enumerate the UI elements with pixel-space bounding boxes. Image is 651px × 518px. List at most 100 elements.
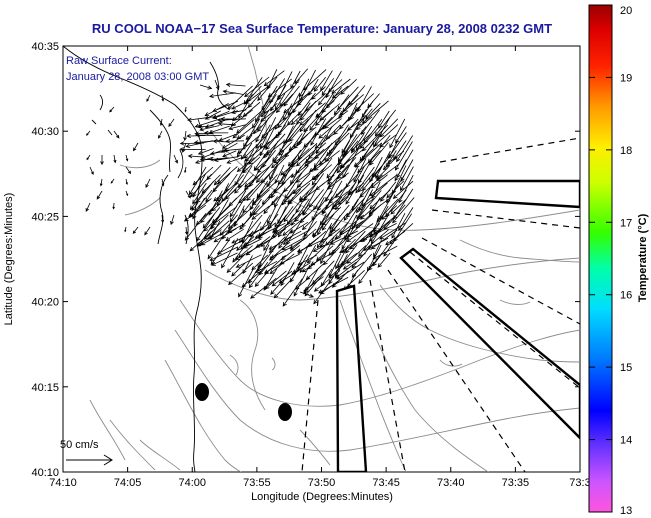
current-vector xyxy=(279,79,300,108)
current-vector xyxy=(281,238,303,251)
current-vector xyxy=(183,130,187,142)
current-vector xyxy=(113,154,117,164)
current-vector xyxy=(326,172,349,190)
current-vector xyxy=(271,270,293,287)
current-vector xyxy=(124,226,127,233)
current-vector xyxy=(376,165,391,180)
current-vector xyxy=(289,228,317,251)
current-vector xyxy=(363,229,389,251)
buoy-marker xyxy=(195,383,209,401)
x-tick-label: 73:50 xyxy=(308,477,336,489)
current-vector xyxy=(204,110,222,120)
current-vector xyxy=(299,69,316,102)
current-vector xyxy=(145,178,151,188)
current-vector xyxy=(200,197,223,224)
current-vector xyxy=(112,202,115,210)
colorbar-tick-label: 16 xyxy=(620,290,632,302)
current-vector xyxy=(261,85,278,111)
colorbar-tick-label: 20 xyxy=(620,5,632,17)
current-vector xyxy=(231,228,263,244)
current-vector xyxy=(320,70,333,92)
current-vector xyxy=(288,126,317,151)
current-vector xyxy=(339,94,364,116)
current-vector xyxy=(321,78,335,96)
current-vector xyxy=(369,142,389,166)
current-vector xyxy=(319,148,333,166)
current-vector xyxy=(315,125,333,155)
current-vector xyxy=(232,119,255,139)
current-vector xyxy=(325,124,341,140)
current-vector xyxy=(263,70,285,87)
x-tick-label: 73:3 xyxy=(569,477,590,489)
current-vector xyxy=(227,206,254,230)
current-vector xyxy=(238,165,253,189)
current-vector xyxy=(189,231,213,252)
current-vector xyxy=(206,164,222,181)
traffic-separation-zones xyxy=(335,179,580,472)
current-vector xyxy=(357,190,382,219)
current-vector xyxy=(313,150,340,171)
current-vector xyxy=(86,130,91,136)
colorbar-tick-label: 13 xyxy=(620,505,632,517)
current-vector xyxy=(125,178,128,186)
current-vector xyxy=(289,221,309,234)
current-vector xyxy=(231,262,246,277)
current-vector xyxy=(222,150,237,158)
current-vector xyxy=(355,204,382,229)
current-vector xyxy=(368,174,398,197)
current-vector xyxy=(351,253,373,278)
current-vector xyxy=(361,100,389,124)
current-vector xyxy=(372,245,398,260)
colorbar-tick-label: 14 xyxy=(620,435,632,447)
current-vector xyxy=(283,92,310,114)
current-vector xyxy=(240,142,253,160)
current-vector xyxy=(199,125,220,132)
y-axis-ticks: 40:35 40:30 40:25 40:20 40:15 40:10 xyxy=(31,41,580,479)
current-vector xyxy=(299,291,315,298)
current-vector xyxy=(291,198,310,226)
current-vector xyxy=(132,226,139,235)
current-vector xyxy=(277,214,295,238)
current-vector xyxy=(339,238,365,254)
current-vector xyxy=(373,124,399,147)
current-vector xyxy=(283,85,300,107)
current-vector xyxy=(252,100,271,129)
current-vector xyxy=(257,150,276,174)
current-vector xyxy=(100,155,104,166)
current-vector xyxy=(214,79,220,91)
current-vector xyxy=(360,109,380,135)
current-vector xyxy=(244,85,270,105)
current-vector xyxy=(284,172,303,200)
current-vector xyxy=(109,106,115,113)
current-vector xyxy=(203,214,229,240)
current-vector xyxy=(251,180,278,205)
current-vector xyxy=(209,246,238,261)
current-vector xyxy=(391,213,406,239)
current-vector xyxy=(327,165,342,182)
current-vector xyxy=(347,214,373,238)
current-vector xyxy=(254,260,278,273)
current-vector xyxy=(265,140,285,156)
current-vector xyxy=(334,254,348,278)
current-vector xyxy=(343,270,365,291)
current-vector xyxy=(248,222,271,237)
current-vector xyxy=(287,183,311,205)
current-vector xyxy=(251,254,269,271)
current-vector xyxy=(294,68,309,85)
current-vector xyxy=(305,262,325,281)
current-vector xyxy=(212,206,238,226)
current-vector xyxy=(191,202,199,211)
current-vector xyxy=(334,118,359,146)
current-vector xyxy=(261,118,285,139)
current-vector xyxy=(389,118,406,149)
current-vector xyxy=(324,222,349,247)
current-vector xyxy=(361,167,382,192)
current-vector xyxy=(99,178,103,187)
current-vector xyxy=(296,85,317,107)
current-vector xyxy=(318,277,349,294)
current-vector xyxy=(212,100,239,112)
current-vector xyxy=(296,173,311,189)
current-vector xyxy=(260,102,278,118)
colorbar xyxy=(588,4,613,513)
current-vector xyxy=(273,205,294,233)
